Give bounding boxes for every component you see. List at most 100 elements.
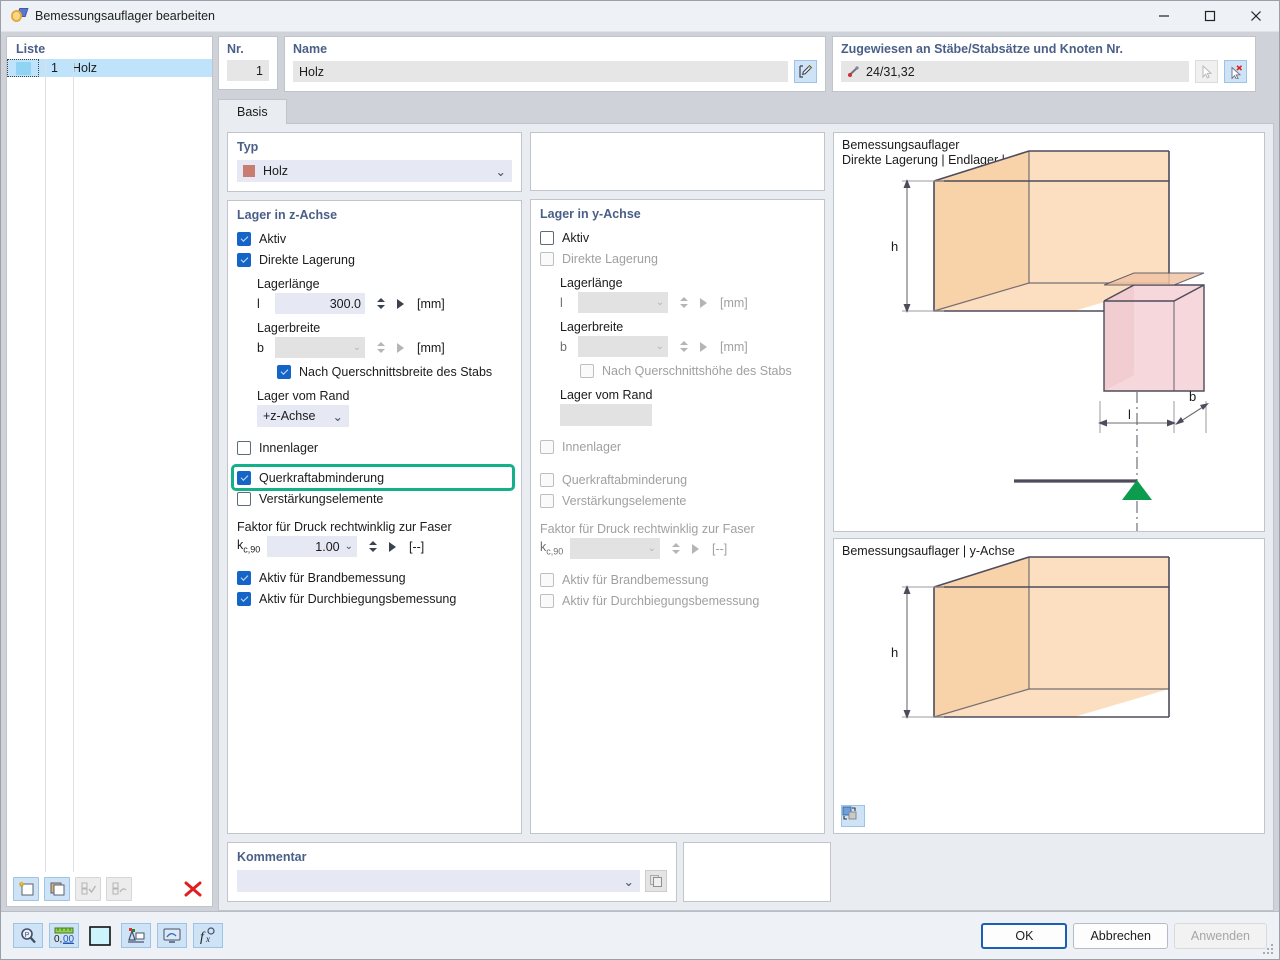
y-faktor-symbol: kc,90 — [540, 540, 564, 557]
typ-value: Holz — [263, 164, 289, 178]
z-faktor-more-icon[interactable] — [389, 541, 396, 552]
kommentar-group: Kommentar ⌄ — [227, 842, 677, 902]
z-querkraftabminderung-checkbox[interactable] — [237, 470, 251, 485]
z-lagerlaenge-more-icon[interactable] — [397, 298, 404, 309]
pencil-box-icon[interactable] — [794, 60, 817, 83]
y-spacer-group — [530, 132, 825, 191]
chevron-down-icon: ⌄ — [623, 874, 634, 889]
y-aktiv-checkbox-row[interactable]: Aktiv — [540, 227, 815, 248]
z-innenlager-checkbox[interactable] — [237, 440, 251, 455]
z-aktiv-durchbiegung-label: Aktiv für Durchbiegungsbemessung — [259, 591, 457, 606]
z-lagerbreite-row: b ⌄ [mm] — [257, 337, 512, 358]
nr-label: Nr. — [227, 42, 244, 56]
preview-y-axis[interactable]: Bemessungsauflager | y-Achse — [833, 538, 1265, 834]
comment-spacer-box — [683, 842, 831, 902]
kommentar-input[interactable]: ⌄ — [237, 870, 640, 892]
name-label: Name — [293, 42, 328, 56]
z-aktiv-durchbiegung-checkbox-row[interactable]: Aktiv für Durchbiegungsbemessung — [237, 588, 512, 609]
resize-grip[interactable] — [1263, 944, 1275, 956]
y-aktiv-brand-checkbox — [540, 572, 554, 587]
maximize-icon[interactable] — [1187, 1, 1233, 32]
y-nach-querschnitt-checkbox-row: Nach Querschnittshöhe des Stabs — [560, 360, 815, 381]
y-aktiv-durchbiegung-label: Aktiv für Durchbiegungsbemessung — [562, 593, 760, 608]
copy-icon[interactable] — [645, 870, 667, 892]
z-innenlager-checkbox-row[interactable]: Innenlager — [237, 437, 512, 458]
name-input[interactable]: Holz — [293, 61, 788, 82]
close-icon[interactable] — [1233, 1, 1279, 32]
z-faktor-label: Faktor für Druck rechtwinklig zur Faser — [237, 520, 452, 534]
y-querkraftabminderung-checkbox — [540, 472, 554, 487]
z-aktiv-durchbiegung-checkbox[interactable] — [237, 591, 251, 606]
z-lagerlaenge-spinner[interactable] — [377, 298, 385, 309]
tab-content-basis: Typ Holz ⌄ Lager in z-Achse Akt — [218, 123, 1274, 911]
z-direkte-lagerung-checkbox-row[interactable]: Direkte Lagerung — [237, 249, 512, 270]
z-querkraftabminderung-checkbox-row[interactable]: Querkraftabminderung — [231, 464, 515, 491]
list-item[interactable]: 1 Holz — [7, 59, 212, 77]
red-x-icon[interactable] — [180, 877, 206, 901]
member-pick-icon — [847, 65, 860, 78]
chevron-down-icon: ⌄ — [647, 543, 656, 554]
typ-select[interactable]: Holz ⌄ — [237, 160, 512, 182]
list-item-name: Holz — [72, 61, 98, 75]
transfer-icon[interactable] — [841, 805, 865, 827]
z-faktor-input[interactable]: 1.00 ⌄ — [267, 536, 357, 557]
y-verstaerkungselemente-checkbox — [540, 493, 554, 508]
z-lagerlaenge-input[interactable]: 300.0 — [275, 293, 365, 314]
z-innenlager-label: Innenlager — [259, 440, 319, 455]
list-header-label: Liste — [16, 42, 46, 56]
preview-z-axis[interactable]: Bemessungsauflager Direkte Lagerung | En… — [833, 132, 1265, 532]
y-aktiv-durchbiegung-checkbox-row: Aktiv für Durchbiegungsbemessung — [540, 590, 815, 611]
z-faktor-spinner[interactable] — [369, 541, 377, 552]
cursor-icon — [1195, 60, 1218, 83]
z-verstaerkungselemente-checkbox-row[interactable]: Verstärkungselemente — [237, 488, 512, 509]
y-faktor-row: kc,90 ⌄ [--] — [540, 538, 815, 559]
z-axis-group: Lager in z-Achse Aktiv Direkte Lagerung … — [227, 200, 522, 834]
y-querkraftabminderung-label: Querkraftabminderung — [562, 472, 688, 487]
z-aktiv-checkbox[interactable] — [237, 231, 251, 246]
assigned-input[interactable]: 24/31,32 — [841, 61, 1189, 82]
z-faktor-symbol: kc,90 — [237, 538, 261, 555]
chevron-down-icon: ⌄ — [495, 164, 506, 179]
tab-basis[interactable]: Basis — [218, 99, 287, 124]
center-column: Nr. 1 Name Holz Zugewiesen an Stäbe/Stab… — [218, 36, 1274, 911]
z-aktiv-checkbox-row[interactable]: Aktiv — [237, 228, 512, 249]
color-swatch-icon[interactable] — [85, 923, 115, 948]
y-lagerbreite-label: Lagerbreite — [560, 320, 624, 334]
z-direkte-lagerung-checkbox[interactable] — [237, 252, 251, 267]
new-page-icon[interactable] — [13, 877, 39, 901]
y-aktiv-checkbox[interactable] — [540, 230, 554, 245]
graphics-icon[interactable] — [121, 923, 151, 948]
z-lagerlaenge-label: Lagerlänge — [257, 277, 320, 291]
z-nach-querschnitt-checkbox[interactable] — [277, 364, 291, 379]
ok-button[interactable]: OK — [981, 922, 1068, 949]
y-lagerbreite-symbol: b — [560, 339, 567, 354]
nr-field-box: Nr. 1 — [218, 36, 278, 90]
y-aktiv-brand-checkbox-row: Aktiv für Brandbemessung — [540, 569, 815, 590]
copy-pages-icon[interactable] — [44, 877, 70, 901]
z-verstaerkungselemente-checkbox[interactable] — [237, 491, 251, 506]
z-aktiv-brand-checkbox-row[interactable]: Aktiv für Brandbemessung — [237, 567, 512, 588]
y-querkraftabminderung-checkbox-row: Querkraftabminderung — [540, 469, 815, 490]
cancel-button[interactable]: Abbrechen — [1073, 922, 1168, 949]
header-fields-row: Nr. 1 Name Holz Zugewiesen an Stäbe/Stab… — [218, 36, 1274, 92]
magnifier-icon[interactable]: P — [13, 923, 43, 948]
monitor-icon[interactable] — [157, 923, 187, 948]
y-faktor-input: ⌄ — [570, 538, 660, 559]
z-lager-vom-rand-select[interactable]: +z-Achse ⌄ — [257, 405, 349, 427]
nr-input[interactable]: 1 — [227, 60, 269, 81]
minimize-icon[interactable] — [1141, 1, 1187, 32]
y-lagerbreite-input: ⌄ — [578, 336, 668, 357]
z-aktiv-brand-checkbox[interactable] — [237, 570, 251, 585]
kommentar-label: Kommentar — [237, 850, 307, 864]
cursor-delete-icon[interactable] — [1224, 60, 1247, 83]
ruler-number-icon[interactable]: 0, 00 — [49, 923, 79, 948]
y-lagerlaenge-symbol: l — [560, 295, 563, 310]
list-item-color-cell[interactable] — [7, 59, 39, 77]
z-nach-querschnitt-checkbox-row[interactable]: Nach Querschnittsbreite des Stabs — [257, 361, 512, 382]
svg-text:0,: 0, — [54, 934, 62, 944]
z-lagerbreite-spinner — [377, 342, 385, 353]
z-lagerlaenge-value: 300.0 — [329, 296, 361, 311]
list-body[interactable]: 1 Holz — [7, 59, 212, 872]
